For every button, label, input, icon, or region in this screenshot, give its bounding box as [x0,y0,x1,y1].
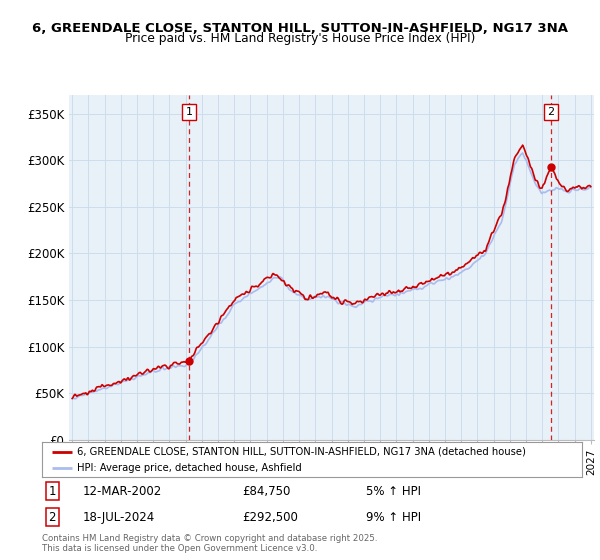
Text: 6, GREENDALE CLOSE, STANTON HILL, SUTTON-IN-ASHFIELD, NG17 3NA: 6, GREENDALE CLOSE, STANTON HILL, SUTTON… [32,22,568,35]
Text: 9% ↑ HPI: 9% ↑ HPI [366,511,421,524]
Text: Contains HM Land Registry data © Crown copyright and database right 2025.
This d: Contains HM Land Registry data © Crown c… [42,534,377,553]
Text: 5% ↑ HPI: 5% ↑ HPI [366,485,421,498]
Text: 2: 2 [49,511,56,524]
Text: £84,750: £84,750 [242,485,290,498]
Text: 1: 1 [185,107,193,117]
Text: 12-MAR-2002: 12-MAR-2002 [83,485,162,498]
Text: Price paid vs. HM Land Registry's House Price Index (HPI): Price paid vs. HM Land Registry's House … [125,32,475,45]
Text: £292,500: £292,500 [242,511,298,524]
Text: 2: 2 [547,107,554,117]
Text: HPI: Average price, detached house, Ashfield: HPI: Average price, detached house, Ashf… [77,463,302,473]
Text: 1: 1 [49,485,56,498]
Text: 18-JUL-2024: 18-JUL-2024 [83,511,155,524]
Text: 6, GREENDALE CLOSE, STANTON HILL, SUTTON-IN-ASHFIELD, NG17 3NA (detached house): 6, GREENDALE CLOSE, STANTON HILL, SUTTON… [77,447,526,457]
